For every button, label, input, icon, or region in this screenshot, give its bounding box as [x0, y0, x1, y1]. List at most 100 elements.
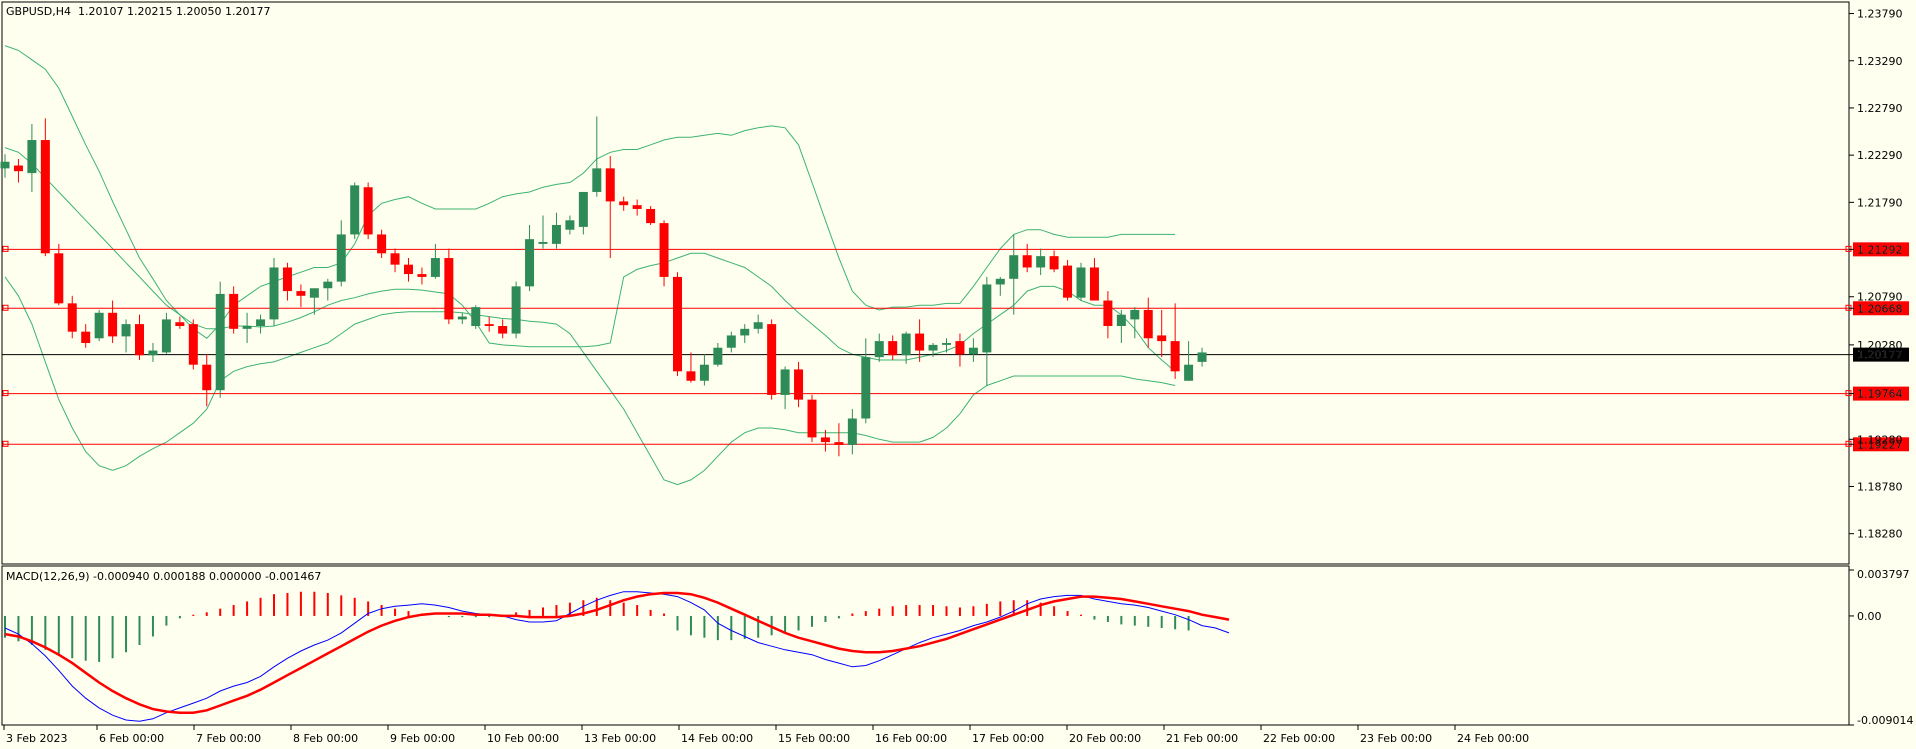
candle-body — [1063, 265, 1073, 298]
price-axis: 1.23790 1.23290 1.22790 1.22290 1.21790 1.212… — [1849, 8, 1903, 541]
candle-body — [847, 418, 857, 445]
candle-body — [565, 220, 575, 230]
candle-body — [404, 264, 413, 275]
candle-body — [605, 168, 615, 202]
candle-body — [1049, 256, 1059, 270]
candle-body — [1130, 309, 1140, 320]
price-tick-label: 1.19280 — [1857, 433, 1903, 446]
candle-body — [323, 281, 333, 289]
candle-body — [726, 335, 736, 348]
candle-body — [1143, 309, 1153, 339]
candle-body — [511, 286, 521, 334]
time-tick-label: 6 Feb 00:00 — [99, 732, 164, 745]
candle-body — [0, 161, 10, 169]
price-tick-label: 1.20668 — [1857, 302, 1903, 315]
candle-body — [619, 201, 629, 206]
candle-body — [1036, 256, 1046, 268]
candle-body — [498, 326, 508, 334]
candle-body — [834, 442, 844, 445]
candle-body — [457, 316, 467, 320]
candle-body — [874, 341, 884, 358]
candle-body — [242, 326, 252, 329]
price-tick-label: 1.21790 — [1857, 196, 1903, 209]
candle-body — [377, 234, 387, 254]
candle-body — [767, 324, 777, 395]
candle-body — [202, 364, 212, 391]
candle-body — [269, 267, 279, 320]
candle-body — [525, 239, 535, 287]
level-price-tag — [1853, 386, 1909, 401]
candle-body — [928, 344, 938, 351]
candle-body — [81, 331, 91, 343]
candle-body — [229, 293, 239, 329]
horizontal-levels[interactable]: 1.21292 1.20668 1.19764 1.19227 1.20177 — [2, 242, 1909, 452]
candle-body — [713, 347, 723, 365]
time-tick-label: 15 Feb 00:00 — [778, 732, 850, 745]
level-price-tag — [1853, 301, 1909, 316]
current-price-tag — [1853, 347, 1909, 362]
level-anchor-left — [2, 440, 9, 447]
price-panel-frame — [1, 1, 1850, 565]
candle-body — [915, 333, 925, 351]
candle-body — [121, 324, 131, 337]
price-panel[interactable]: GBPUSD,H4 1.20107 1.20215 1.20050 1.2017… — [0, 1, 1910, 565]
candle-body — [350, 185, 360, 235]
candle-body — [175, 322, 185, 327]
level-anchor-left — [2, 390, 9, 397]
level-price-tag-text: 1.19764 — [1857, 388, 1903, 401]
time-tick-label: 10 Feb 00:00 — [487, 732, 559, 745]
macd-panel-frame — [1, 565, 1850, 726]
time-tick-label: 9 Feb 00:00 — [390, 732, 455, 745]
candle-body — [780, 369, 790, 395]
candle-body — [982, 284, 992, 353]
candle-body — [1197, 352, 1207, 362]
candle-body — [1157, 335, 1167, 342]
time-tick-label: 3 Feb 2023 — [6, 732, 67, 745]
candle-body — [484, 324, 494, 327]
candle-body — [296, 291, 306, 296]
level-price-tag — [1853, 437, 1909, 452]
time-tick-label: 14 Feb 00:00 — [681, 732, 753, 745]
level-anchor-left — [2, 245, 9, 252]
candle-body — [94, 312, 104, 339]
candle-body — [161, 319, 171, 353]
price-tick-label: 1.23790 — [1857, 8, 1903, 21]
candle-body — [968, 347, 978, 355]
candle-body — [363, 187, 373, 235]
candle-body — [108, 312, 118, 337]
candle-body — [1170, 341, 1180, 372]
time-tick-label: 8 Feb 00:00 — [293, 732, 358, 745]
time-axis: 3 Feb 2023 6 Feb 00:00 7 Feb 00:00 8 Feb 00… — [3, 725, 1529, 745]
level-price-tag-text: 1.19227 — [1857, 438, 1903, 451]
candle-body — [215, 293, 225, 391]
candle-body — [740, 328, 750, 336]
time-tick-label: 17 Feb 00:00 — [972, 732, 1044, 745]
candle-body — [282, 267, 292, 292]
level-price-tag-text: 1.20668 — [1857, 302, 1903, 315]
macd-title: MACD(12,26,9) -0.000940 0.000188 0.00000… — [6, 570, 321, 583]
bollinger-lower-line — [4, 276, 1176, 486]
candle-body — [1076, 267, 1086, 298]
candle-body — [67, 303, 77, 332]
candle-body — [578, 191, 588, 227]
candle-body — [471, 307, 481, 327]
price-tick-label: 1.20177 — [1857, 349, 1903, 362]
symbol-label: GBPUSD,H4 — [6, 5, 71, 18]
macd-tick-label: -0.009014 — [1857, 714, 1913, 727]
price-tick-label: 1.18780 — [1857, 480, 1903, 493]
macd-tick-label: 0.003797 — [1857, 568, 1910, 581]
candle-body — [1103, 300, 1113, 327]
level-price-tag-text: 1.21292 — [1857, 243, 1903, 256]
candle-body — [13, 165, 23, 172]
candle-body — [54, 253, 64, 304]
macd-panel[interactable]: MACD(12,26,9) -0.000940 0.000188 0.00000… — [1, 565, 1913, 727]
level-anchor-left — [2, 304, 9, 311]
bollinger-bands — [4, 45, 1176, 486]
bollinger-middle-line — [4, 147, 1176, 372]
macd-tick-label: 0.00 — [1857, 610, 1882, 623]
candle-body — [995, 278, 1005, 285]
time-tick-label: 13 Feb 00:00 — [584, 732, 656, 745]
candle-body — [1009, 255, 1019, 279]
